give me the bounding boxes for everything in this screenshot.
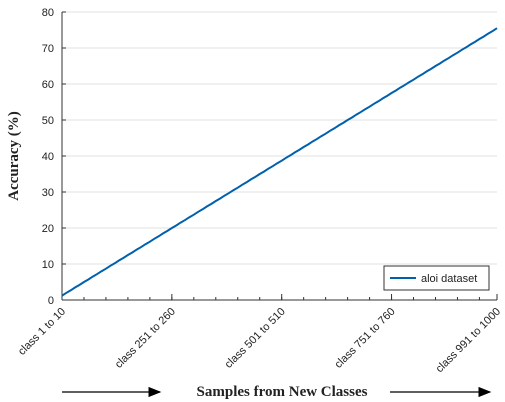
y-tick-label: 60 [42,79,54,91]
y-tick-label: 0 [48,295,54,307]
x-tick-label: class 1 to 10 [16,306,68,358]
y-tick-label: 50 [42,115,54,127]
y-tick-label: 80 [42,7,54,19]
legend-label: aloi dataset [421,273,477,285]
x-tick-label: class 991 to 1000 [434,306,503,375]
x-tick-label: class 251 to 260 [113,306,178,371]
x-tick-label: class 751 to 760 [333,306,398,371]
x-axis-label: Samples from New Classes [197,384,368,400]
y-tick-label: 10 [42,259,54,271]
y-tick-label: 30 [42,187,54,199]
y-tick-label: 20 [42,223,54,235]
x-tick-label: class 501 to 510 [223,306,288,371]
line [61,27,498,297]
y-axis-label: Accuracy (%) [6,111,22,201]
y-tick-label: 40 [42,151,54,163]
y-tick-label: 70 [42,43,54,55]
